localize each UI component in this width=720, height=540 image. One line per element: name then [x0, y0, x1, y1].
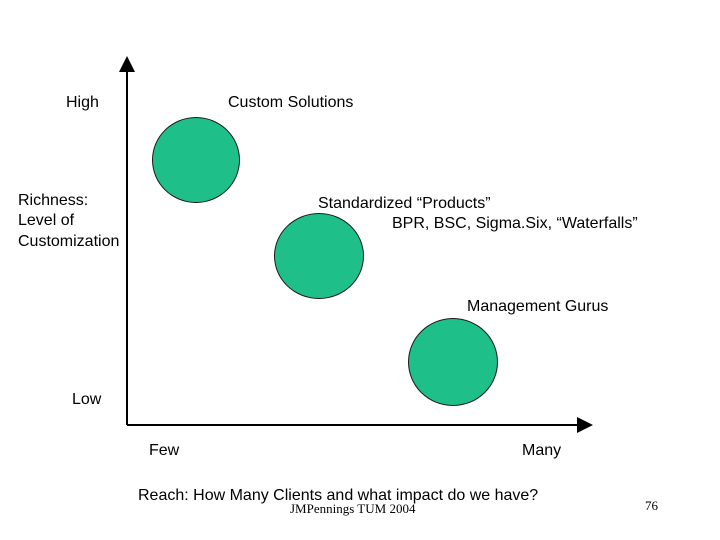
- bubble-standardized-products: [274, 213, 364, 299]
- page-number: 76: [645, 498, 658, 513]
- bubble-label-standardized-line-2: BPR, BSC, Sigma.Six, “Waterfalls”: [392, 215, 638, 232]
- footer-author: JMPennings TUM 2004: [290, 501, 416, 516]
- y-axis-title-line-2: Level of: [18, 212, 75, 229]
- bubble-label-custom-solutions: Custom Solutions: [228, 94, 354, 111]
- bubble-custom-solutions: [152, 117, 240, 203]
- bubble-label-management-gurus: Management Gurus: [467, 298, 609, 315]
- y-axis-title-line-3: Customization: [18, 233, 120, 250]
- y-axis-title-line-1: Richness:: [18, 192, 89, 209]
- bubble-label-standardized-line-1: Standardized “Products”: [318, 195, 491, 212]
- bubble-management-gurus: [408, 318, 498, 406]
- x-axis-many-label: Many: [522, 442, 562, 459]
- x-axis-title: Reach: How Many Clients and what impact …: [138, 487, 539, 504]
- y-axis-low-label: Low: [72, 391, 102, 408]
- x-axis-few-label: Few: [149, 442, 180, 459]
- y-axis-high-label: High: [66, 94, 99, 111]
